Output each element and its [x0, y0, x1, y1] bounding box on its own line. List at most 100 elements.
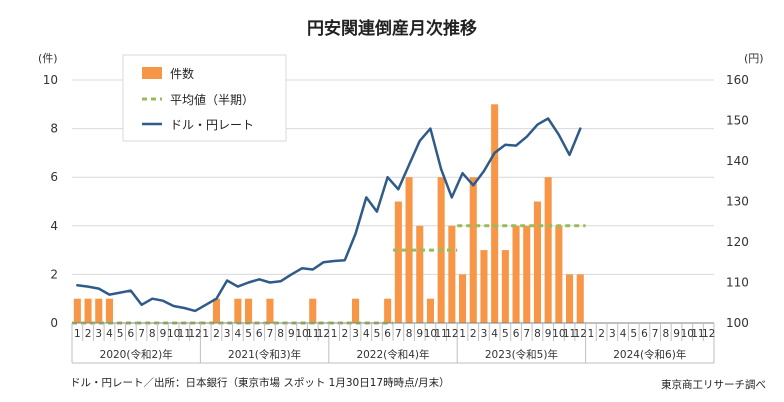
- bar: [95, 298, 103, 323]
- left-tick-label: 2: [50, 267, 58, 281]
- legend-label-rate: ドル・円レート: [170, 118, 254, 132]
- year-label: 2024(令和6)年: [613, 348, 686, 361]
- bar: [105, 298, 113, 323]
- month-tick-label: 1: [588, 328, 595, 340]
- bar: [73, 298, 81, 323]
- left-tick-label: 10: [43, 73, 58, 87]
- right-tick-label: 140: [726, 154, 749, 168]
- bar: [266, 298, 274, 323]
- month-tick-label: 3: [481, 328, 488, 340]
- bar: [426, 298, 434, 323]
- month-tick-label: 2: [470, 328, 477, 340]
- month-tick-label: 8: [663, 328, 670, 340]
- right-tick-label: 120: [726, 235, 749, 249]
- left-axis-ticks: 0 2 4 6 8 10: [43, 73, 58, 330]
- legend-label-average: 平均値（半期）: [170, 92, 254, 107]
- month-tick-label: 7: [138, 328, 145, 340]
- month-tick-label: 5: [245, 328, 252, 340]
- bar: [523, 225, 531, 323]
- left-axis-unit: (件): [38, 52, 58, 65]
- bar: [394, 201, 402, 323]
- month-tick-label: 8: [406, 328, 413, 340]
- right-tick-label: 100: [726, 316, 749, 330]
- right-tick-label: 110: [726, 276, 749, 290]
- bar: [405, 177, 413, 323]
- month-tick-label: 12: [188, 328, 201, 340]
- right-axis-unit: (円): [744, 52, 764, 65]
- month-tick-label: 9: [288, 328, 295, 340]
- right-tick-label: 150: [726, 114, 749, 128]
- month-tick-label: 6: [256, 328, 263, 340]
- month-tick-label: 5: [502, 328, 509, 340]
- month-tick-label: 5: [630, 328, 637, 340]
- month-tick-label: 10: [681, 328, 694, 340]
- year-label: 2021(令和3)年: [228, 348, 301, 361]
- bar: [448, 225, 456, 323]
- month-tick-label: 10: [295, 328, 308, 340]
- month-tick-label: 9: [545, 328, 552, 340]
- bar: [491, 104, 499, 323]
- right-tick-label: 130: [726, 195, 749, 209]
- month-tick-label: 4: [363, 328, 370, 340]
- month-tick-label: 11: [178, 328, 191, 340]
- month-tick-label: 6: [128, 328, 135, 340]
- footer-credit: 東京商工リサーチ調べ: [661, 378, 766, 391]
- bar: [544, 177, 552, 323]
- month-tick-label: 11: [306, 328, 319, 340]
- bar: [416, 225, 424, 323]
- month-tick-label: 1: [202, 328, 209, 340]
- month-tick-label: 7: [652, 328, 659, 340]
- left-tick-label: 8: [50, 122, 58, 136]
- month-tick-label: 1: [459, 328, 466, 340]
- month-tick-label: 4: [106, 328, 113, 340]
- bar: [501, 250, 509, 323]
- month-tick-label: 11: [563, 328, 576, 340]
- month-tick-label: 6: [384, 328, 391, 340]
- chart-title: 円安関連倒産月次推移: [307, 18, 477, 39]
- bar: [512, 225, 520, 323]
- bar: [352, 298, 360, 323]
- month-tick-label: 1: [331, 328, 338, 340]
- month-tick-label: 12: [574, 328, 587, 340]
- bar: [469, 177, 477, 323]
- year-label: 2023(令和5)年: [485, 348, 558, 361]
- month-tick-label: 3: [95, 328, 102, 340]
- month-tick-label: 7: [523, 328, 530, 340]
- month-tick-label: 6: [513, 328, 520, 340]
- month-tick-label: 12: [317, 328, 330, 340]
- exchange-rate-line: [76, 117, 582, 313]
- month-tick-label: 12: [702, 328, 715, 340]
- month-tick-label: 2: [342, 328, 349, 340]
- month-tick-label: 10: [424, 328, 437, 340]
- bar: [480, 250, 488, 323]
- month-tick-label: 3: [609, 328, 616, 340]
- month-tick-label: 11: [691, 328, 704, 340]
- month-tick-label: 3: [352, 328, 359, 340]
- year-label: 2022(令和4)年: [356, 348, 429, 361]
- bar: [555, 225, 563, 323]
- month-tick-label: 4: [491, 328, 498, 340]
- month-tick-label: 1: [74, 328, 81, 340]
- footer-source: ドル・円レート／出所：日本銀行（東京市場 スポット 1月30日17時時点/月末）: [70, 376, 450, 389]
- month-tick-label: 9: [673, 328, 680, 340]
- bar: [245, 298, 253, 323]
- legend-label-count: 件数: [170, 66, 194, 81]
- month-tick-label: 4: [235, 328, 242, 340]
- month-tick-label: 10: [167, 328, 180, 340]
- month-tick-label: 2: [213, 328, 220, 340]
- month-tick-label: 8: [534, 328, 541, 340]
- legend: 件数 平均値（半期） ドル・円レート: [122, 54, 287, 142]
- left-tick-label: 6: [50, 170, 58, 184]
- bar: [576, 274, 584, 323]
- month-tick-label: 4: [620, 328, 627, 340]
- month-tick-label: 3: [224, 328, 231, 340]
- bar: [533, 201, 541, 323]
- right-tick-label: 160: [726, 73, 749, 87]
- bar: [459, 274, 467, 323]
- bar: [234, 298, 242, 323]
- month-tick-label: 8: [149, 328, 156, 340]
- left-tick-label: 4: [50, 219, 58, 233]
- bar: [566, 274, 574, 323]
